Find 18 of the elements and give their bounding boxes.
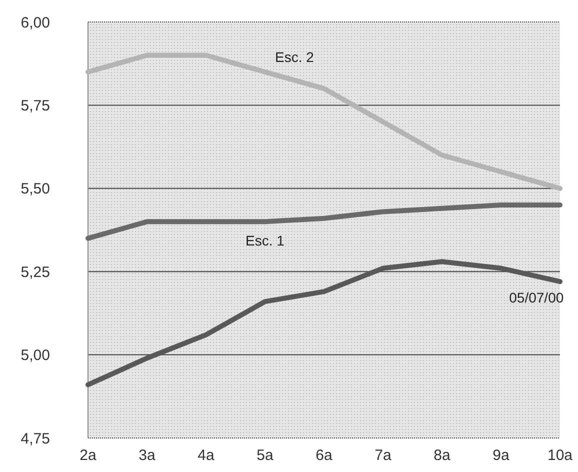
x-tick-label: 6a [316,447,333,464]
x-tick-label: 3a [138,447,156,464]
x-tick-label: 2a [80,447,97,464]
x-tick-label: 7a [374,447,392,464]
y-tick-label: 6,00 [20,14,50,32]
series-label: Esc. 2 [275,49,314,66]
x-tick-label: 9a [492,447,510,464]
x-tick-label: 8a [434,447,451,464]
y-tick-label: 4,75 [20,430,50,448]
series-label: 05/07/00 [509,289,564,306]
y-tick-label: 5,00 [20,347,50,364]
x-tick-label: 4a [198,447,215,464]
x-tick-label: 10a [547,447,574,464]
y-tick-label: 5,75 [20,97,50,114]
y-tick-label: 5,25 [20,264,50,281]
y-tick-label: 5,50 [20,180,50,198]
series-label: Esc. 1 [246,232,285,249]
x-tick-label: 5a [256,447,274,464]
